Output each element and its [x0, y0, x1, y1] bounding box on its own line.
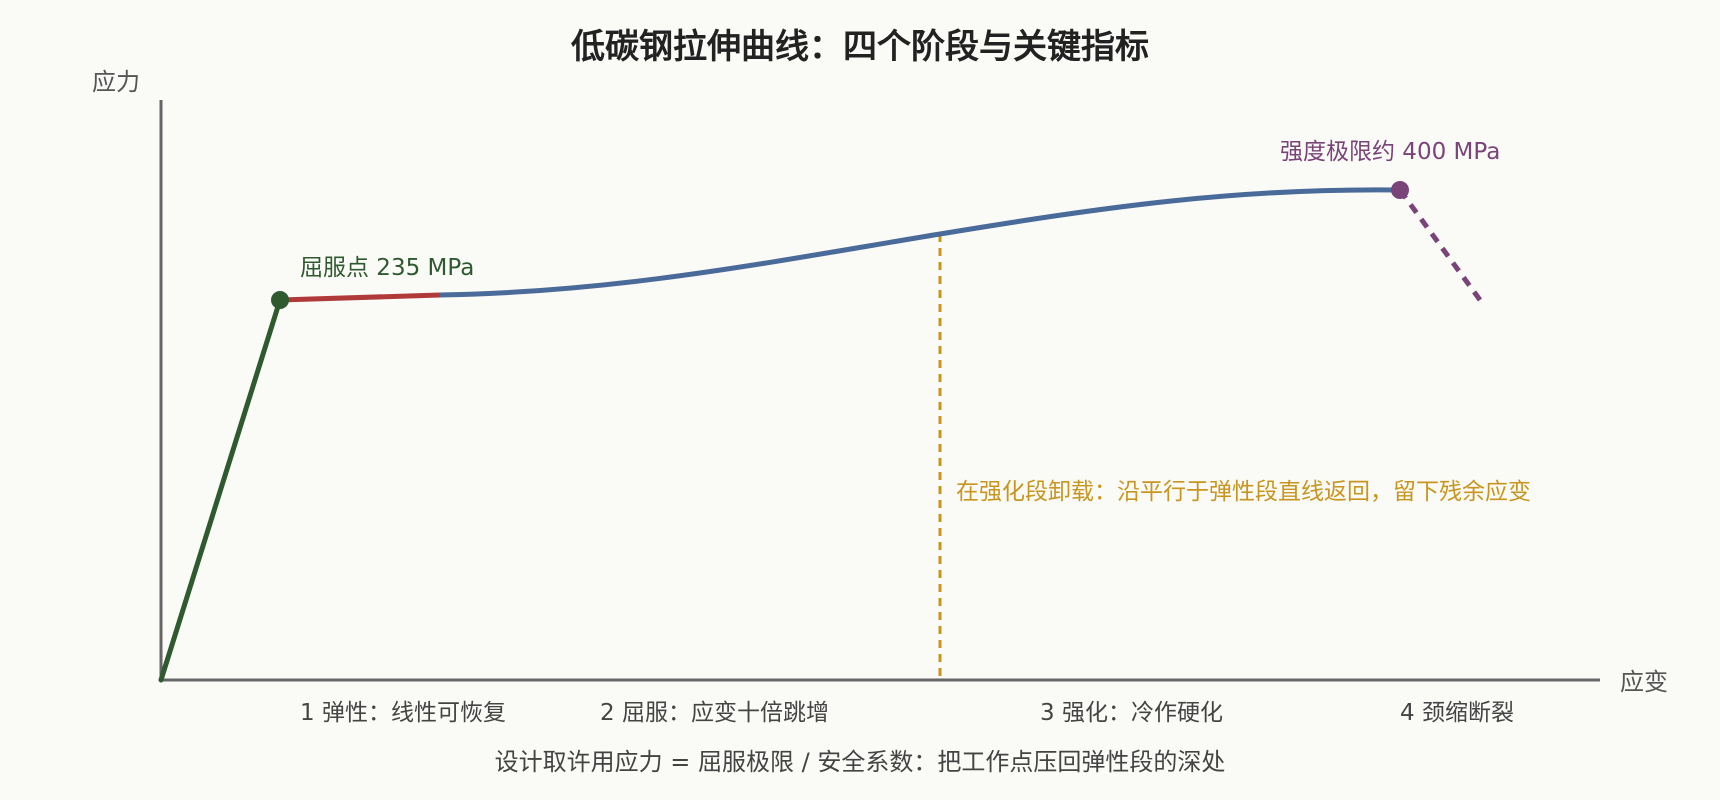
diagram-title: 低碳钢拉伸曲线：四个阶段与关键指标: [571, 27, 1149, 67]
stage-label-hardening: 3 强化：冷作硬化: [1040, 700, 1223, 726]
x-axis-label: 应变: [1620, 668, 1668, 696]
yield-point-marker: [271, 291, 289, 309]
elastic-segment: [158, 297, 283, 683]
yield-segment: [279, 292, 441, 303]
yield-point-label: 屈服点 235 MPa: [300, 255, 474, 281]
stage-label-necking: 4 颈缩断裂: [1400, 700, 1514, 726]
unloading-note: 在强化段卸载：沿平行于弹性段直线返回，留下残余应变: [956, 479, 1531, 505]
y-axis-label: 应力: [92, 68, 140, 96]
footer-note: 设计取许用应力 = 屈服极限 / 安全系数：把工作点压回弹性段的深处: [495, 748, 1226, 776]
ultimate-strength-marker: [1391, 181, 1409, 199]
stage-label-elastic: 1 弹性：线性可恢复: [300, 700, 506, 726]
necking-segment: [1397, 188, 1483, 302]
stage-label-yield: 2 屈服：应变十倍跳增: [600, 700, 829, 726]
hardening-curve: [439, 187, 1401, 298]
ultimate-strength-label: 强度极限约 400 MPa: [1280, 139, 1500, 165]
